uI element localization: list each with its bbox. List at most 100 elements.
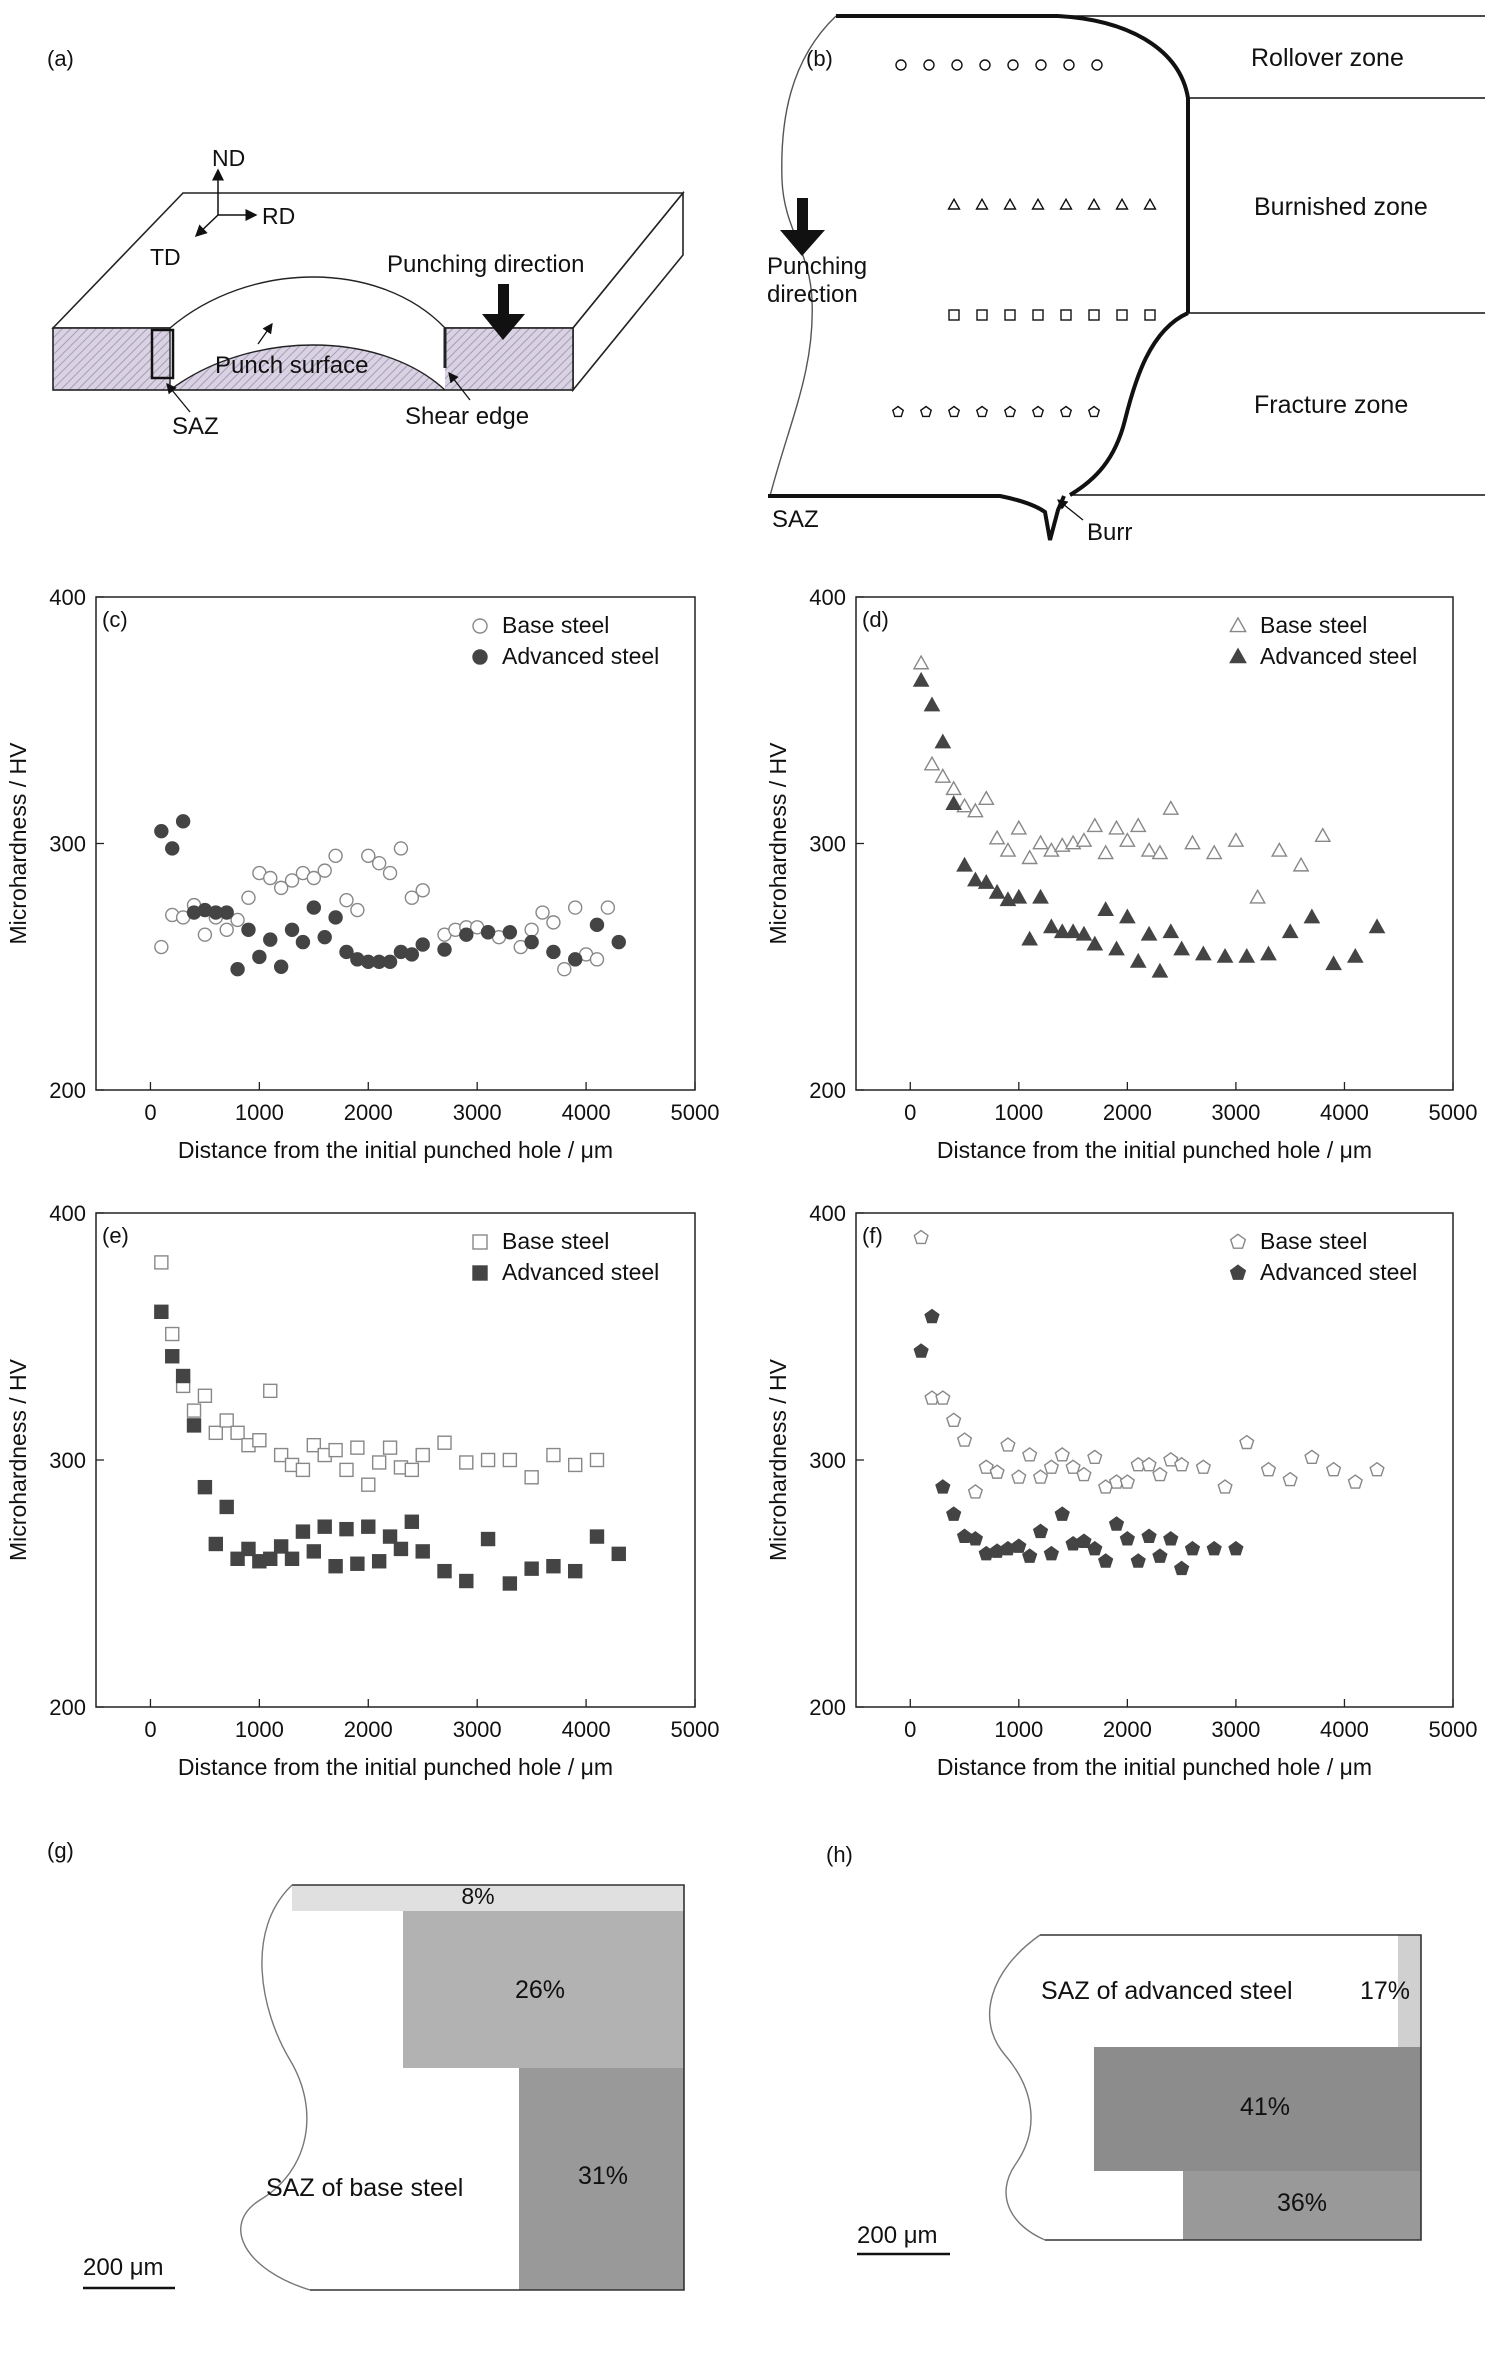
data-point	[230, 1425, 245, 1441]
data-point	[1130, 1553, 1146, 1568]
data-point	[988, 829, 1006, 845]
data-point	[1043, 1545, 1060, 1561]
data-point	[459, 927, 474, 942]
data-point	[1053, 923, 1071, 939]
y-tick-label: 400	[49, 585, 86, 610]
data-point	[219, 922, 234, 937]
legend-label: Base steel	[502, 612, 609, 638]
series-advanced	[912, 671, 1386, 978]
data-point	[1011, 1538, 1027, 1553]
data-point	[1022, 1548, 1038, 1563]
legend-marker	[1229, 647, 1247, 664]
data-point	[1140, 841, 1158, 857]
x-tick-label: 5000	[671, 1100, 720, 1125]
data-point	[1249, 888, 1266, 904]
data-point	[459, 1455, 474, 1470]
indent-marker-square	[976, 309, 988, 321]
y-axis-label: Microhardness / HV	[5, 1358, 31, 1561]
data-point	[1303, 908, 1321, 924]
data-point	[977, 874, 995, 889]
section-bottom-edge	[768, 494, 1066, 541]
data-point	[350, 902, 365, 918]
burnished-zone-label: Burnished zone	[1254, 193, 1428, 221]
nd-label: ND	[212, 145, 245, 171]
panel-letter: (c)	[102, 607, 128, 632]
chart-e: 0 1000 2000 3000 4000 5000 200 300 400 Distance f…	[5, 1201, 719, 1780]
data-point	[219, 905, 234, 920]
data-point	[999, 841, 1017, 857]
punching-arrow-head	[482, 314, 525, 340]
data-point	[1064, 923, 1082, 939]
x-tick-label: 3000	[453, 1100, 502, 1125]
data-point	[371, 1455, 387, 1470]
data-point	[1281, 923, 1299, 939]
data-point	[382, 954, 398, 970]
data-point	[459, 1573, 474, 1589]
data-point	[382, 1440, 398, 1455]
data-point	[1032, 1523, 1049, 1539]
data-point	[1184, 1540, 1201, 1556]
data-point	[415, 1447, 430, 1463]
data-point	[1152, 1466, 1168, 1482]
h-pct-top: 17%	[1360, 1977, 1410, 2005]
burr-label: Burr	[1087, 519, 1132, 546]
x-tick-label: 0	[904, 1717, 916, 1742]
data-point	[361, 848, 376, 864]
punching-label-line2: direction	[767, 281, 858, 308]
panel-a: (a) ND RD TD Punching direction Punch su…	[47, 46, 685, 440]
data-point	[328, 910, 343, 925]
panel-a-letter: (a)	[47, 46, 74, 71]
data-point	[219, 1499, 234, 1515]
data-point	[1205, 844, 1223, 860]
data-point	[1368, 918, 1386, 934]
data-point	[273, 880, 289, 896]
indent-marker-circle	[895, 59, 907, 71]
indent-marker-circle	[1091, 59, 1103, 71]
data-point	[935, 1479, 951, 1494]
data-point	[913, 1229, 929, 1245]
indent-marker-triangle	[1031, 197, 1045, 210]
data-point	[1011, 1469, 1027, 1484]
x-tick-label: 4000	[1320, 1717, 1369, 1742]
y-tick-label: 300	[809, 832, 846, 857]
data-point	[1098, 1553, 1114, 1568]
data-point	[404, 1514, 420, 1529]
panel-h: (h) SAZ of advanced steel 17% 41% 36% 20…	[826, 1842, 1422, 2256]
saz-leader	[166, 382, 191, 413]
data-point	[1206, 1540, 1222, 1556]
data-point	[197, 927, 213, 942]
data-point	[935, 1390, 951, 1405]
data-point	[273, 959, 289, 974]
data-point	[371, 1554, 387, 1569]
data-point	[328, 1559, 343, 1574]
data-point	[1076, 1533, 1092, 1548]
data-point	[1228, 1540, 1244, 1556]
indent-marker-square	[1032, 309, 1044, 321]
data-point	[912, 654, 930, 670]
data-point	[1043, 841, 1060, 857]
y-tick-label: 400	[49, 1201, 86, 1226]
data-point	[1151, 962, 1169, 978]
data-point	[415, 937, 430, 952]
legend-label: Advanced steel	[1260, 1259, 1417, 1285]
indent-marker-triangle	[975, 197, 989, 210]
data-point	[1292, 856, 1310, 872]
indent-marker-square	[1116, 309, 1128, 321]
data-point	[208, 1536, 224, 1552]
h-region-bottom	[1183, 2171, 1421, 2240]
series-base	[154, 1255, 605, 1492]
series-base	[913, 1229, 1385, 1499]
indent-marker-circle	[1063, 59, 1075, 71]
data-point	[437, 1435, 452, 1450]
data-point	[524, 922, 539, 937]
data-point	[1141, 1528, 1157, 1544]
data-point	[1270, 841, 1288, 857]
data-point	[263, 932, 278, 947]
legend-marker	[472, 1234, 488, 1250]
data-point	[956, 1432, 973, 1447]
panel-letter: (e)	[102, 1223, 129, 1248]
punching-arrow-shaft	[498, 284, 509, 314]
data-point	[589, 1452, 605, 1468]
